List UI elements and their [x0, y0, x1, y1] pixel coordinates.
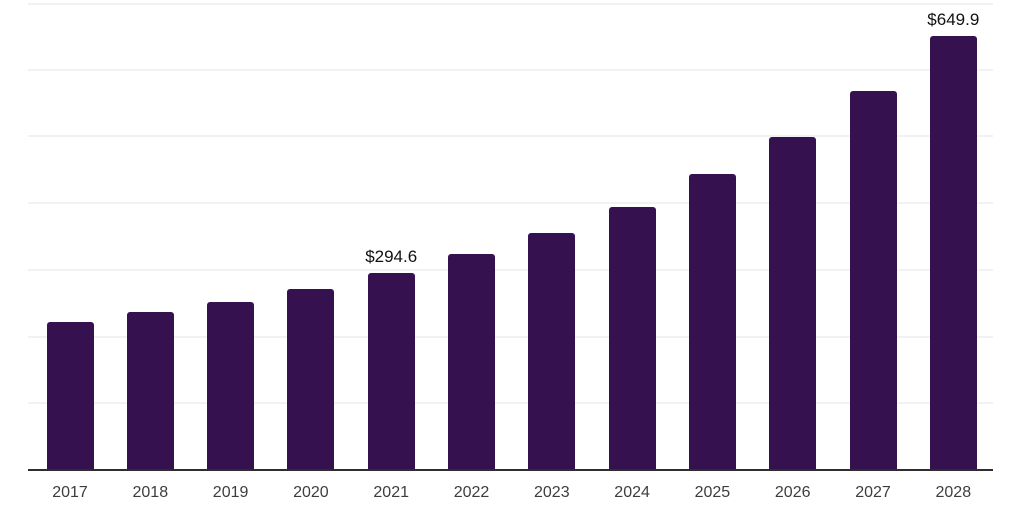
- gridline-600: [28, 68, 993, 71]
- gridline-100: [28, 402, 993, 405]
- bar-2022: [448, 253, 495, 470]
- x-tick-2021: 2021: [373, 484, 409, 501]
- bar-2028: [929, 36, 977, 470]
- gridline-500: [28, 135, 993, 138]
- x-tick-2018: 2018: [132, 484, 169, 501]
- gridline-200: [28, 335, 993, 338]
- plot-area: $294.6 $649.9 2017 2018 2019 2020 2021 2022 202…: [28, 3, 993, 501]
- gridline-700: [28, 3, 993, 5]
- bar-2017: [46, 321, 94, 470]
- bar-2020: [287, 288, 335, 470]
- gridline-400: [28, 202, 993, 205]
- value-label-2021: $294.6: [365, 247, 418, 267]
- bar-2023: [528, 232, 576, 470]
- gridline-300: [28, 268, 993, 271]
- bar-2019: [207, 302, 255, 470]
- bar-2024: [608, 207, 656, 470]
- x-tick-2028: 2028: [935, 484, 972, 501]
- x-axis-line: [28, 469, 993, 471]
- x-tick-2024: 2024: [614, 484, 650, 501]
- value-label-2028: $649.9: [927, 10, 980, 30]
- x-tick-2023: 2023: [534, 484, 570, 501]
- x-tick-2027: 2027: [855, 484, 891, 501]
- bar-2026: [769, 137, 817, 470]
- x-tick-2020: 2020: [293, 484, 329, 501]
- bar-2021: [367, 273, 415, 470]
- x-tick-2026: 2026: [774, 484, 811, 501]
- x-tick-2019: 2019: [212, 484, 249, 501]
- bar-2018: [126, 312, 174, 470]
- bar-2025: [688, 174, 736, 470]
- x-tick-2017: 2017: [52, 484, 88, 501]
- x-tick-2025: 2025: [694, 484, 731, 501]
- bar-2027: [849, 91, 897, 470]
- x-tick-2022: 2022: [453, 484, 490, 501]
